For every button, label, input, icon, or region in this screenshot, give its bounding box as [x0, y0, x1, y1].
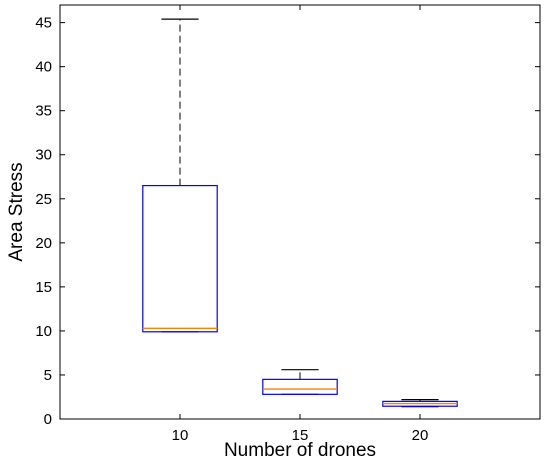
- y-tick-label: 10: [35, 323, 52, 340]
- x-axis-label: Number of drones: [224, 440, 376, 461]
- box-iqr: [262, 378, 338, 395]
- x-tick-label: 15: [292, 427, 309, 444]
- y-axis: 0 5 10 15 20 25 30 35 40 45: [35, 15, 540, 428]
- y-axis-label: Area Stress: [6, 162, 27, 261]
- y-tick-label: 35: [35, 103, 52, 120]
- y-tick-label: 45: [35, 15, 52, 32]
- y-tick-label: 5: [44, 367, 52, 384]
- x-axis: 10 15 20: [172, 5, 429, 444]
- y-tick-label: 40: [35, 59, 52, 76]
- y-tick-label: 0: [44, 411, 52, 428]
- boxes: [142, 18, 458, 408]
- box-10: [142, 18, 218, 333]
- x-tick-label: 10: [172, 427, 189, 444]
- y-tick-label: 25: [35, 191, 52, 208]
- plot-area: [59, 4, 541, 420]
- box-iqr: [142, 184, 218, 333]
- box-20: [382, 399, 458, 408]
- y-tick-label: 15: [35, 279, 52, 296]
- x-tick-label: 20: [412, 427, 429, 444]
- y-tick-label: 20: [35, 235, 52, 252]
- box-15: [262, 369, 338, 395]
- y-tick-label: 30: [35, 147, 52, 164]
